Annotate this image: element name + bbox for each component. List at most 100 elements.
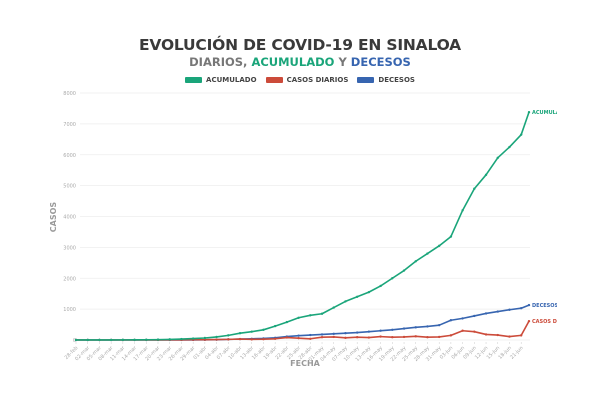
point-acumulado	[344, 300, 347, 303]
point-casos-diarios	[227, 338, 230, 341]
point-acumulado	[191, 337, 195, 340]
legend-item-decesos[interactable]: DECESOS	[357, 76, 415, 84]
point-decesos	[519, 306, 523, 310]
x-axis-label: FECHA	[290, 359, 320, 368]
subtitle-diarios: DIARIOS,	[189, 55, 252, 69]
point-casos-diarios	[285, 336, 289, 339]
point-decesos	[484, 312, 488, 315]
point-acumulado	[133, 338, 136, 342]
line-decesos	[76, 304, 530, 341]
point-casos-diarios	[508, 335, 511, 338]
point-casos-diarios	[367, 336, 371, 339]
point-decesos	[320, 333, 324, 336]
x-tick-labels: 28-feb02-mar05-mar08-mar11-mar14-mar17-m…	[64, 342, 525, 363]
point-acumulado	[121, 338, 125, 342]
y-tick-label: 4000	[63, 215, 76, 221]
y-tick-label: 2000	[63, 276, 76, 282]
point-casos-diarios	[426, 336, 429, 339]
point-decesos	[344, 332, 347, 335]
legend-label-casos-diarios: CASOS DIARIOS	[286, 76, 349, 84]
point-acumulado	[320, 312, 324, 315]
legend-swatch-casos-diarios	[265, 77, 283, 83]
y-tick-label: 3000	[63, 245, 76, 251]
point-casos-diarios	[238, 337, 242, 341]
point-casos-diarios	[309, 337, 312, 340]
point-acumulado	[437, 244, 441, 248]
point-acumulado	[262, 328, 265, 332]
point-acumulado	[74, 338, 78, 342]
point-acumulado	[355, 295, 359, 298]
point-decesos	[414, 326, 417, 329]
point-acumulado	[309, 314, 312, 317]
x-tick-label: 21-jun	[509, 345, 524, 360]
point-acumulado	[98, 338, 101, 342]
point-acumulado	[227, 334, 230, 337]
point-decesos	[426, 325, 429, 328]
point-decesos	[379, 329, 382, 332]
point-decesos	[449, 319, 453, 322]
point-decesos	[391, 328, 394, 332]
point-acumulado	[156, 338, 160, 341]
point-acumulado	[86, 338, 89, 342]
point-casos-diarios	[297, 336, 300, 340]
point-acumulado	[508, 145, 511, 149]
point-acumulado	[379, 284, 382, 288]
end-label-decesos: DECESOS	[532, 303, 559, 309]
series-acumulado: ACUMULADO	[74, 110, 568, 342]
point-acumulado	[109, 338, 113, 342]
point-decesos	[355, 331, 359, 334]
point-acumulado	[527, 110, 531, 114]
point-acumulado	[496, 156, 499, 160]
point-casos-diarios	[320, 336, 324, 339]
point-acumulado	[180, 337, 183, 341]
point-decesos	[309, 333, 312, 337]
point-casos-diarios	[391, 336, 394, 339]
point-casos-diarios	[402, 335, 406, 339]
point-acumulado	[414, 260, 417, 263]
point-decesos	[473, 314, 476, 318]
point-acumulado	[473, 187, 476, 190]
point-casos-diarios	[215, 338, 218, 341]
point-casos-diarios	[461, 329, 464, 332]
point-casos-diarios	[379, 335, 382, 338]
legend-label-decesos: DECESOS	[378, 76, 415, 84]
point-casos-diarios	[519, 334, 523, 337]
series-casos-diarios: CASOS DIARIOS	[74, 319, 577, 342]
legend-label-acumulado: ACUMULADO	[206, 76, 257, 84]
point-casos-diarios	[496, 333, 499, 337]
point-casos-diarios	[527, 319, 531, 323]
legend-item-casos-diarios[interactable]: CASOS DIARIOS	[265, 76, 349, 84]
end-label-acumulado: ACUMULADO	[532, 110, 568, 116]
y-axis-label: CASOS	[49, 202, 58, 233]
point-acumulado	[461, 209, 464, 212]
y-tick-labels: 0 1000 2000 3000 4000 5000 6000 7000 8000	[63, 91, 76, 344]
legend-item-acumulado[interactable]: ACUMULADO	[185, 76, 257, 84]
point-casos-diarios	[203, 338, 207, 341]
point-casos-diarios	[449, 334, 453, 337]
point-decesos	[508, 308, 511, 311]
point-casos-diarios	[262, 338, 265, 341]
point-decesos	[332, 332, 335, 336]
end-label-casos-diarios: CASOS DIARIOS	[532, 319, 577, 325]
point-casos-diarios	[344, 336, 347, 340]
subtitle-acumulado: ACUMULADO	[251, 55, 335, 69]
point-acumulado	[250, 330, 253, 333]
point-acumulado	[203, 336, 207, 340]
point-decesos	[437, 323, 441, 327]
gridlines	[80, 92, 530, 341]
legend-swatch-acumulado	[185, 77, 203, 83]
point-acumulado	[391, 277, 394, 280]
point-decesos	[402, 327, 406, 330]
point-decesos	[496, 310, 499, 313]
point-acumulado	[168, 338, 171, 341]
y-tick-label: 7000	[63, 122, 76, 128]
point-acumulado	[426, 252, 429, 255]
point-casos-diarios	[273, 337, 277, 340]
subtitle-decesos: DECESOS	[350, 55, 411, 69]
line-casos-diarios	[75, 320, 530, 341]
subtitle-y: Y	[334, 55, 351, 69]
point-acumulado	[238, 332, 242, 335]
point-acumulado	[285, 320, 289, 324]
chart-title: EVOLUCIÓN DE COVID-19 EN SINALOA	[139, 36, 461, 54]
